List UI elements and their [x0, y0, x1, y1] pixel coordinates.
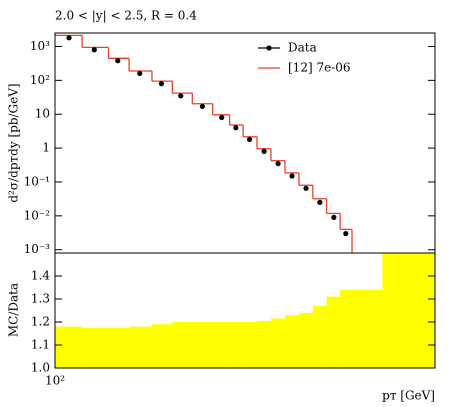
ratio-bar	[129, 326, 153, 368]
ratio-bar	[352, 289, 383, 368]
data-point	[199, 103, 205, 110]
data-point	[233, 125, 239, 131]
data-point	[91, 47, 97, 53]
y-tick-label: 10⁻¹	[24, 174, 50, 188]
data-point	[115, 58, 121, 64]
data-point	[66, 35, 72, 41]
y-tick-label: 10	[35, 107, 50, 121]
y-tick-label: 1	[42, 141, 50, 155]
data-point	[317, 199, 323, 205]
frame	[54, 32, 436, 254]
legend-label: [12] 7e-06	[288, 61, 351, 75]
ratio-bar	[312, 305, 327, 368]
y-tick-label: 1.2	[31, 315, 50, 329]
data-point	[219, 114, 225, 121]
y-tick-label: 10⁻³	[24, 242, 51, 256]
ratio-bar	[229, 322, 244, 368]
ratio-bar	[212, 322, 230, 368]
ratio-bar	[243, 322, 258, 368]
y-tick-label: 10³	[30, 39, 50, 53]
y-tick-label: 10²	[30, 73, 50, 87]
x-axis-label: pᴛ [GeV]	[382, 389, 435, 403]
ratio-bar	[340, 289, 353, 368]
frame	[54, 252, 436, 369]
ratio-bar	[82, 327, 109, 368]
plot-area	[55, 34, 353, 253]
ratio-bar	[151, 324, 173, 368]
data-point	[137, 70, 143, 77]
ratio-bar	[284, 315, 300, 368]
legend-label: Data	[288, 41, 317, 55]
ratio-bar	[192, 322, 213, 368]
y-tick-label: 1.0	[31, 361, 50, 375]
ratio-y-axis-label: MC/Data	[7, 283, 21, 337]
ratio-bar	[298, 312, 314, 368]
ratio-bar	[256, 320, 272, 368]
y-tick-label: 1.4	[31, 269, 50, 283]
y-tick-label: 1.3	[31, 292, 50, 306]
plot-area	[55, 253, 435, 368]
data-point	[261, 148, 267, 154]
data-point	[246, 136, 253, 143]
data-point	[158, 81, 164, 87]
data-point	[303, 185, 309, 191]
data-point	[178, 93, 184, 99]
ratio-bar	[326, 296, 341, 368]
x-tick-label: 10²	[45, 374, 65, 388]
legend-marker	[266, 45, 272, 51]
data-point	[289, 173, 295, 179]
ratio-bar	[270, 318, 286, 368]
data-point	[343, 230, 349, 237]
data-point	[331, 214, 337, 220]
y-tick-label: 10⁻²	[24, 208, 51, 222]
ratio-bar	[55, 326, 83, 368]
y-axis-label: d²σ/dpᴛdy [pb/GeV]	[7, 83, 21, 202]
ratio-bar	[108, 327, 130, 368]
ratio-bar	[172, 322, 193, 368]
data-point	[275, 160, 281, 167]
y-tick-label: 1.1	[31, 338, 50, 352]
ratio-bar	[382, 253, 435, 368]
chart-title: 2.0 < |y| < 2.5, R = 0.4	[55, 9, 197, 23]
